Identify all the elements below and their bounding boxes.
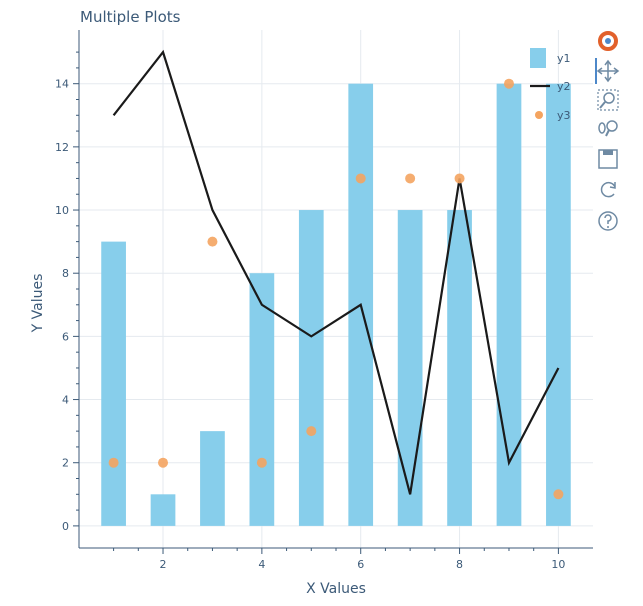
title-and-labels: Multiple Plots X Values Y Values — [30, 8, 366, 597]
help-tool-icon[interactable] — [598, 211, 618, 231]
pan-arrows — [596, 59, 620, 83]
bar-series-layer — [101, 83, 571, 526]
y-tick-label: 0 — [62, 520, 69, 533]
pan-tool-icon[interactable] — [596, 59, 620, 83]
box-zoom-lens — [603, 92, 615, 104]
wheel-zoom-tool-icon[interactable] — [598, 120, 618, 137]
x-tick-label: 4 — [258, 558, 265, 571]
save-shutter — [603, 150, 613, 155]
bar-y1 — [298, 210, 324, 526]
logo-core — [605, 38, 611, 44]
help-question-dot — [607, 226, 609, 228]
box-zoom-handle — [599, 101, 606, 109]
point-y3 — [108, 457, 119, 468]
help-question-mark — [604, 214, 612, 224]
y-axis-label: Y Values — [30, 274, 46, 334]
point-y3 — [306, 426, 317, 437]
y-tick-label: 14 — [55, 78, 69, 91]
point-y3 — [454, 173, 465, 184]
reset-tool-icon[interactable] — [600, 181, 616, 198]
axis-layer: 2 4 6 8 10 0 2 4 6 8 10 12 14 — [55, 30, 593, 571]
box-zoom-tool-icon[interactable] — [597, 89, 619, 111]
wheel-zoom-handle — [605, 129, 610, 137]
bar-y1 — [496, 83, 522, 526]
bar-y1 — [546, 83, 571, 526]
logo-ring — [598, 31, 618, 51]
toolbar — [595, 31, 620, 231]
point-y3 — [503, 78, 514, 89]
reset-arrowhead — [609, 182, 616, 189]
help-circle — [598, 211, 618, 231]
y-tick-label: 8 — [62, 267, 69, 280]
bar-y1 — [101, 241, 126, 526]
line-y2 — [112, 49, 560, 495]
x-tick-label: 10 — [551, 558, 565, 571]
wheel-zoom-lens — [606, 120, 618, 132]
bar-y1 — [397, 210, 423, 526]
y-tick-label: 10 — [55, 204, 69, 217]
bar-y1 — [249, 273, 275, 526]
box-zoom-frame — [597, 89, 619, 111]
x-tick-label: 6 — [357, 558, 364, 571]
point-y3 — [256, 457, 267, 468]
bokeh-logo-icon — [598, 31, 618, 51]
legend-label-y3: y3 — [557, 109, 571, 122]
point-y3 — [553, 489, 564, 500]
legend-swatch-y1 — [530, 48, 546, 68]
chart-title: Multiple Plots — [80, 8, 181, 26]
pan-cross — [599, 62, 617, 80]
bar-y1 — [150, 494, 176, 526]
point-y3 — [207, 236, 218, 247]
y-tick-label: 4 — [62, 394, 69, 407]
point-y3 — [158, 457, 169, 468]
save-tool-icon[interactable] — [598, 149, 618, 169]
y-tick-label: 6 — [62, 330, 69, 343]
bar-y1 — [447, 210, 472, 526]
wheel-zoom-wheel — [598, 122, 606, 134]
point-y3 — [355, 173, 366, 184]
scatter-series-layer — [108, 78, 564, 500]
legend: y1 y2 y3 — [530, 48, 571, 122]
x-tick-label: 2 — [160, 558, 167, 571]
x-tick-label: 8 — [456, 558, 463, 571]
x-axis-label: X Values — [306, 581, 366, 597]
legend-label-y2: y2 — [557, 80, 571, 93]
line-series-layer — [112, 49, 560, 495]
bar-y1 — [200, 431, 225, 526]
legend-label-y1: y1 — [557, 52, 571, 65]
point-y3 — [405, 173, 416, 184]
legend-swatch-y3 — [535, 111, 543, 119]
reset-arc — [600, 181, 616, 198]
y-tick-label: 2 — [62, 457, 69, 470]
y-tick-label: 12 — [55, 141, 69, 154]
